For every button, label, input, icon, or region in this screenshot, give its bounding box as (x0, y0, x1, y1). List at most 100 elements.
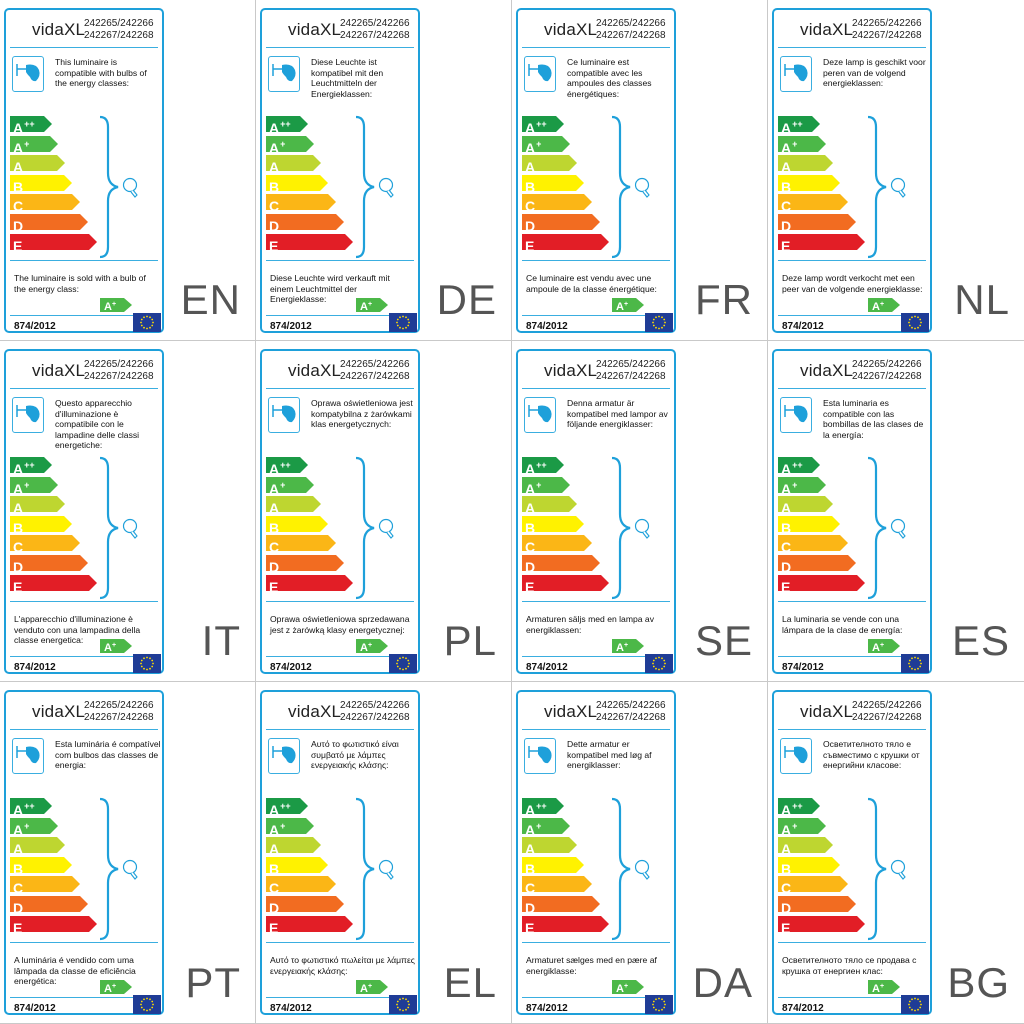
energy-class-label: A (13, 837, 24, 857)
energy-class-letter: E (525, 237, 535, 254)
energy-class-label: E (525, 916, 535, 936)
label-panel-it: vidaXL 242265/242266 242267/242268 Questo … (0, 341, 256, 682)
energy-class-plus: ++ (792, 460, 803, 470)
language-code: EN (180, 276, 241, 323)
bulb-icon (866, 456, 916, 606)
energy-class-label: A++ (13, 798, 35, 818)
language-code: DA (692, 959, 753, 1006)
sold-class-label: A+ (872, 639, 884, 655)
energy-class-plus: ++ (536, 801, 547, 811)
language-code: BG (947, 959, 1010, 1006)
energy-class-label: E (269, 234, 279, 254)
energy-class-label: E (525, 575, 535, 595)
product-code-line: 242265/242266 (84, 700, 154, 711)
language-code: FR (695, 276, 753, 323)
divider-line (266, 656, 414, 657)
energy-class-label: C (13, 876, 24, 896)
eu-flag-icon (901, 313, 929, 332)
energy-class-letter: B (525, 519, 536, 536)
energy-class-letter: A (269, 821, 280, 838)
energy-class-plus: + (792, 138, 798, 149)
divider-line (10, 942, 158, 943)
energy-class-plus: ++ (280, 801, 291, 811)
energy-class-letter: A (13, 821, 24, 838)
product-code-line: 242265/242266 (84, 18, 154, 29)
eu-flag-icon (645, 995, 673, 1014)
energy-class-letter: A (781, 802, 792, 818)
divider-line (522, 260, 670, 261)
sold-class-label: A+ (872, 980, 884, 996)
energy-class-letter: E (269, 919, 279, 936)
energy-class-plus: ++ (792, 119, 803, 129)
energy-class-plus: + (24, 138, 30, 149)
energy-class-label: A++ (525, 116, 547, 136)
sold-class-badge: A+ (356, 639, 388, 658)
regulation-number: 874/2012 (526, 1003, 568, 1014)
sold-class-badge: A+ (612, 639, 644, 658)
energy-class-letter: A (525, 500, 536, 517)
energy-class-label: C (269, 535, 280, 555)
product-code-line: 242265/242266 (340, 700, 410, 711)
energy-class-label: B (13, 516, 24, 536)
energy-class-label: A+ (13, 477, 29, 497)
product-codes: 242265/242266 242267/242268 (84, 359, 154, 383)
compatibility-text: Questo apparecchio d'illuminazione è com… (55, 398, 140, 451)
energy-class-plus: + (792, 479, 798, 490)
energy-label-card: vidaXL 242265/242266 242267/242268 Oprawa … (260, 349, 420, 674)
product-code-line: 242265/242266 (596, 359, 666, 370)
divider-line (10, 260, 158, 261)
energy-class-letter: A (781, 159, 792, 176)
product-codes: 242265/242266 242267/242268 (84, 700, 154, 724)
energy-class-plus: ++ (792, 801, 803, 811)
sold-class-plus: + (111, 983, 117, 990)
energy-class-label: B (781, 857, 792, 877)
energy-class-letter: A (525, 480, 536, 497)
lamp-icon (268, 738, 300, 774)
energy-class-letter: C (13, 880, 24, 897)
energy-class-letter: D (269, 558, 280, 575)
energy-label-card: vidaXL 242265/242266 242267/242268 Deze la… (772, 8, 932, 333)
sold-class-letter: A (616, 301, 624, 313)
sold-with-text: Armaturen säljs med en lampa av energikl… (526, 614, 655, 635)
product-codes: 242265/242266 242267/242268 (852, 18, 922, 42)
brand-name: vidaXL (544, 361, 598, 380)
energy-class-label: A++ (269, 457, 291, 477)
energy-class-letter: D (13, 899, 24, 916)
energy-class-letter: B (13, 178, 24, 195)
energy-class-label: B (269, 175, 280, 195)
sold-with-text: The luminaire is sold with a bulb of the… (14, 273, 146, 294)
energy-label-card: vidaXL 242265/242266 242267/242268 Осветит… (772, 690, 932, 1015)
energy-class-letter: A (269, 139, 280, 156)
energy-class-plus: ++ (24, 801, 35, 811)
compatibility-text: This luminaire is compatible with bulbs … (55, 57, 147, 89)
divider-line (778, 942, 926, 943)
energy-class-label: A (781, 155, 792, 175)
language-code: SE (694, 617, 753, 664)
sold-class-plus: + (879, 301, 885, 308)
energy-class-label: A++ (13, 116, 35, 136)
energy-class-label: A+ (269, 136, 285, 156)
energy-label-card: vidaXL 242265/242266 242267/242268 Esta lu… (772, 349, 932, 674)
sold-class-badge: A+ (868, 639, 900, 658)
product-code-line: 242265/242266 (84, 359, 154, 370)
product-code-line: 242267/242268 (340, 30, 410, 41)
compatibility-text: Deze lamp is geschikt voor peren van de … (823, 57, 926, 89)
compatibility-text: Dette armatur er kompatibel med løg af e… (567, 739, 652, 771)
product-code-line: 242265/242266 (852, 18, 922, 29)
energy-class-letter: A (13, 802, 24, 818)
energy-class-letter: B (269, 178, 280, 195)
language-code: NL (954, 276, 1010, 323)
sold-class-label: A+ (360, 980, 372, 996)
divider-line (266, 729, 414, 730)
divider-line (522, 729, 670, 730)
energy-class-letter: E (13, 237, 23, 254)
label-panel-pl: vidaXL 242265/242266 242267/242268 Oprawa … (256, 341, 512, 682)
lamp-icon (780, 56, 812, 92)
energy-class-label: D (269, 896, 280, 916)
product-code-line: 242267/242268 (852, 30, 922, 41)
sold-class-badge: A+ (356, 298, 388, 317)
energy-class-letter: E (781, 919, 791, 936)
energy-class-plus: + (280, 138, 286, 149)
divider-line (778, 388, 926, 389)
regulation-number: 874/2012 (270, 321, 312, 332)
